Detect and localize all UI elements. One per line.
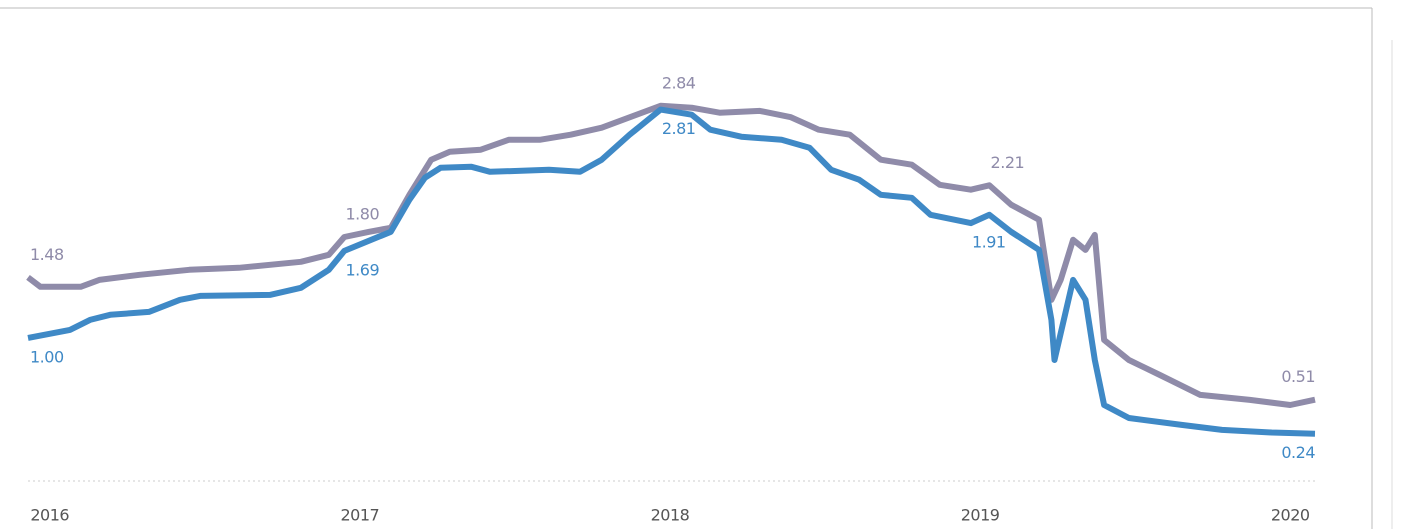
series-line <box>26 102 1316 408</box>
data-label: 1.48 <box>30 245 64 264</box>
x-tick-label: 2020 <box>1271 506 1310 525</box>
x-tick-label: 2017 <box>340 506 379 525</box>
data-label: 1.00 <box>30 347 64 366</box>
data-label: 0.24 <box>1281 443 1315 462</box>
series-line <box>27 106 1316 437</box>
x-tick-label: 2018 <box>651 506 690 525</box>
data-label: 1.80 <box>346 205 380 224</box>
data-label: 2.81 <box>662 119 696 138</box>
data-label: 2.84 <box>662 73 696 92</box>
x-tick-label: 2019 <box>961 506 1000 525</box>
data-label: 0.51 <box>1281 367 1315 386</box>
x-tick-label: 2016 <box>30 506 69 525</box>
data-label: 2.21 <box>991 153 1025 172</box>
data-label: 1.91 <box>972 233 1006 252</box>
data-label: 1.69 <box>346 260 380 279</box>
